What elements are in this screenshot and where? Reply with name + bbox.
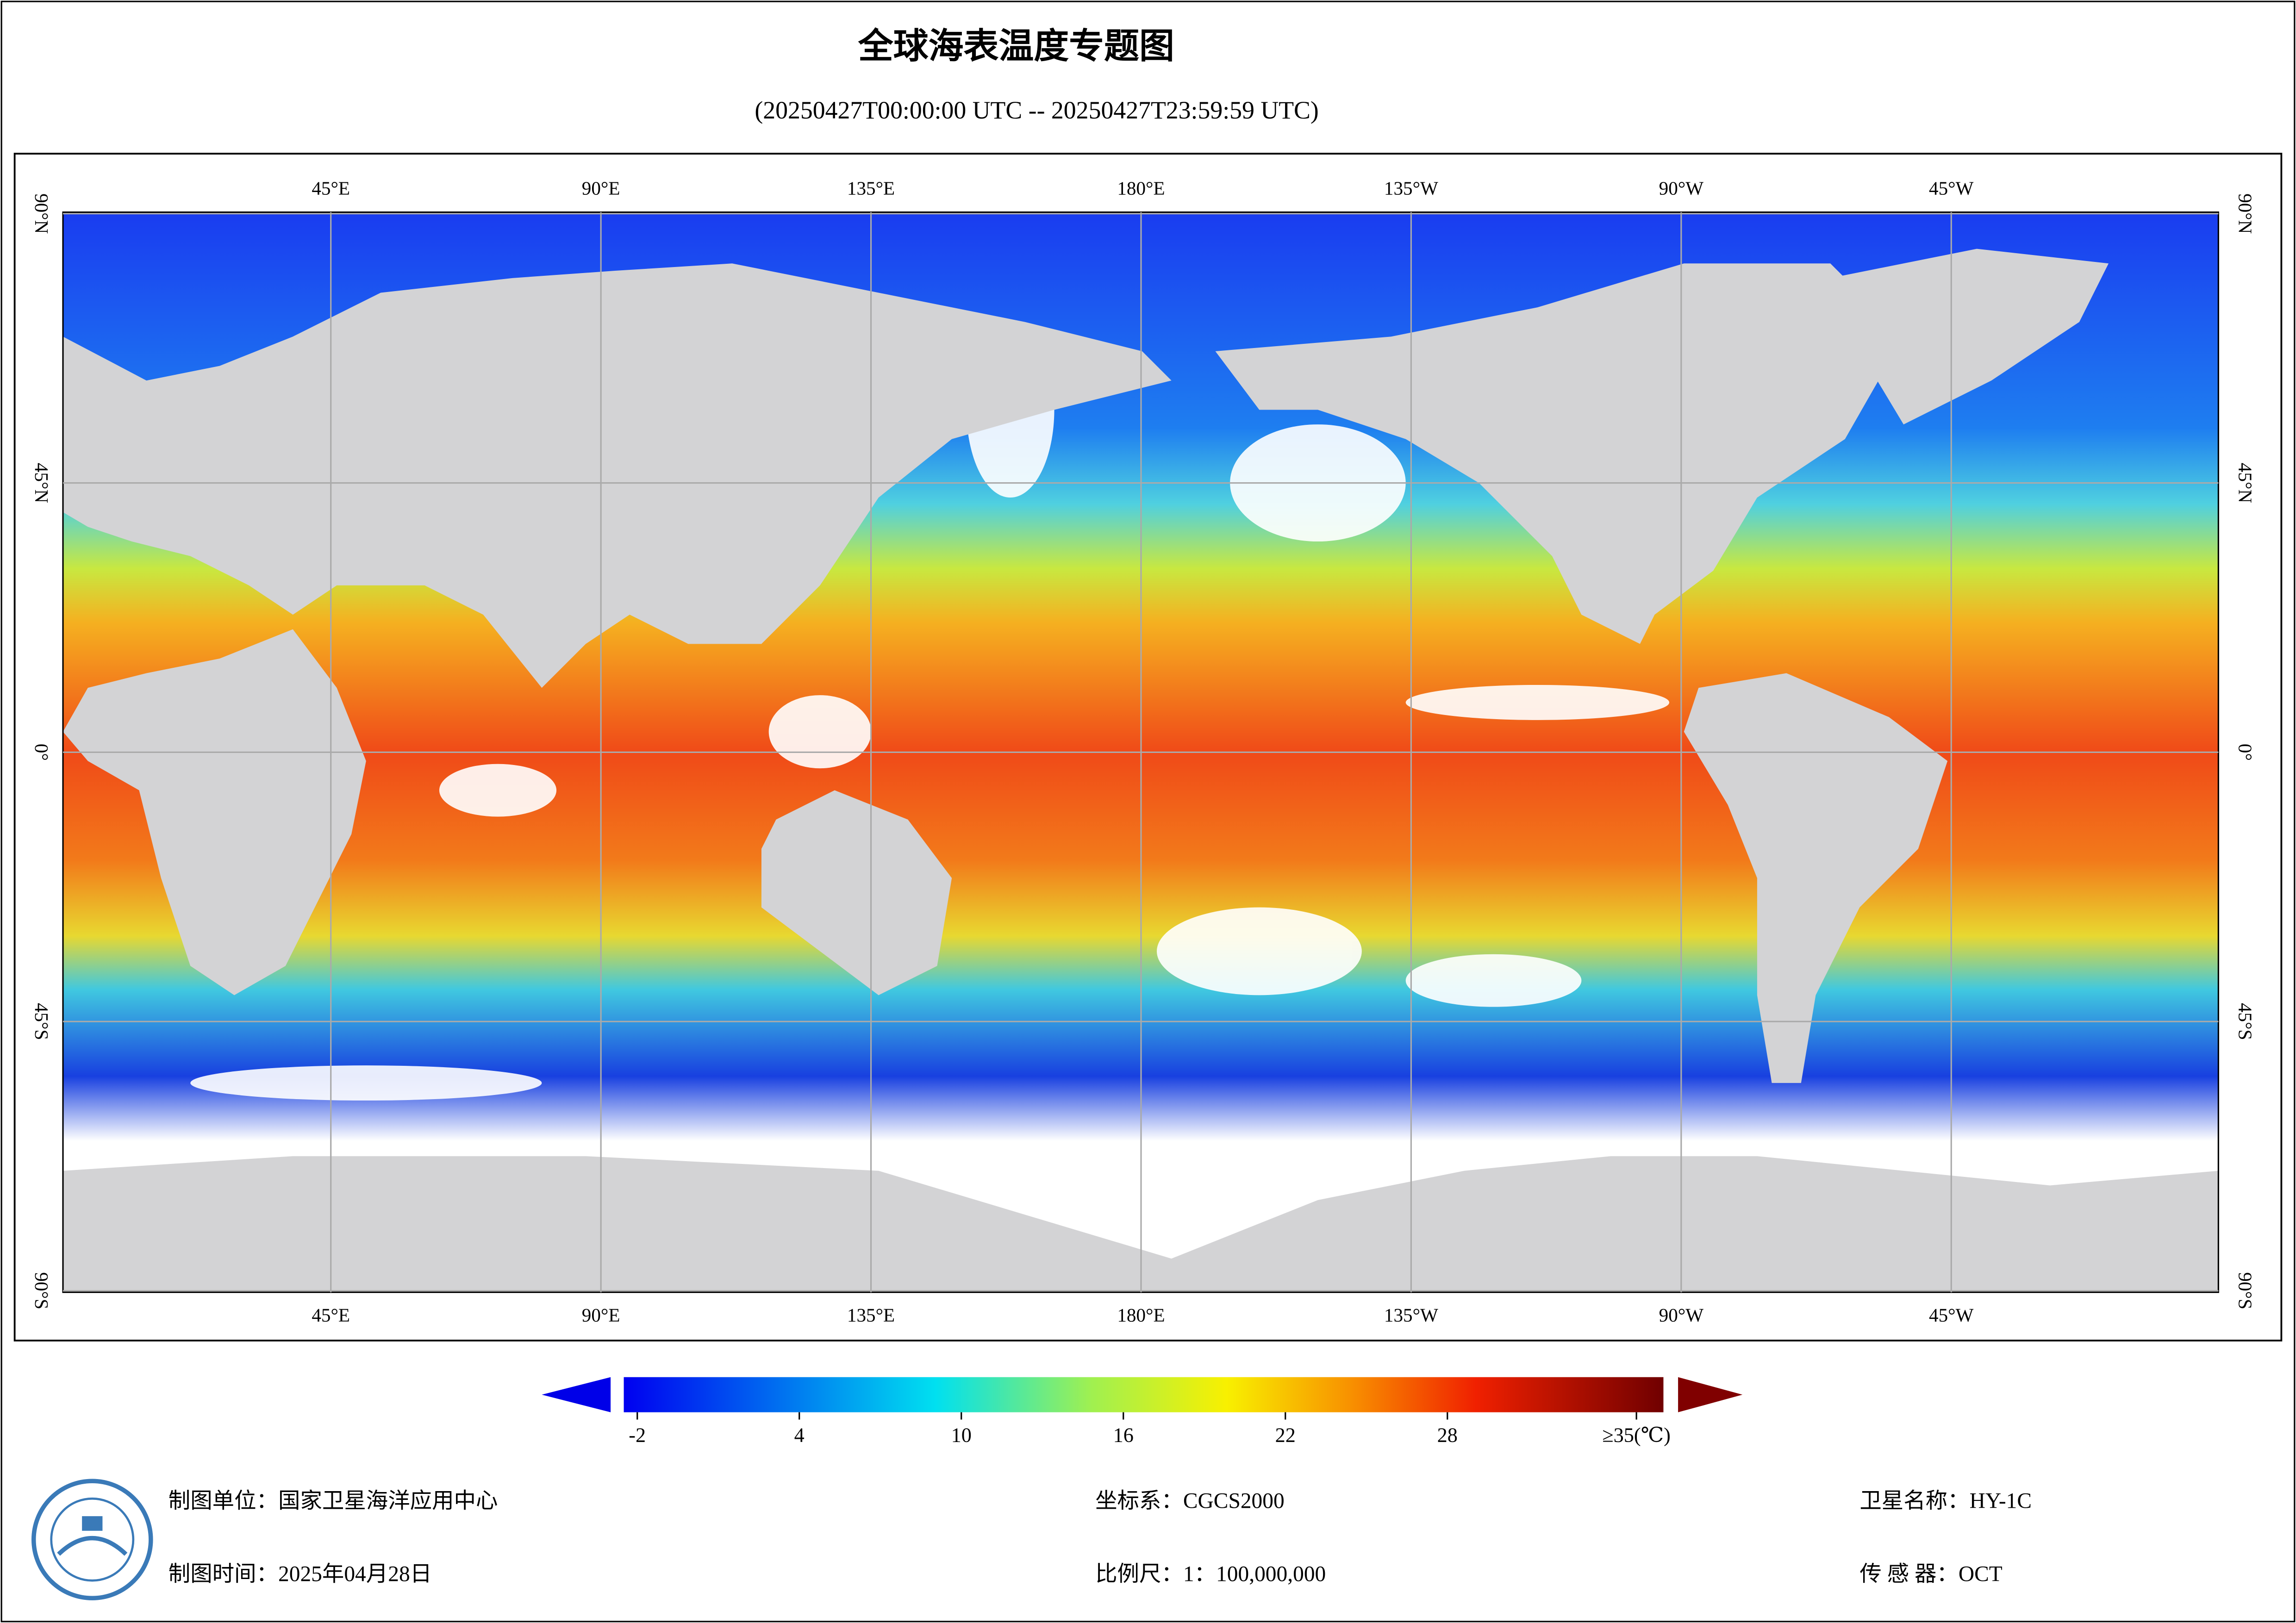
land (63, 249, 2219, 1293)
lat-label-right: 45°N (2235, 463, 2256, 503)
map-time: 制图时间：2025年04月28日 (168, 1562, 432, 1586)
lon-label-bottom: 45°E (312, 1305, 350, 1326)
lon-label-top: 135°W (1384, 178, 1438, 199)
clouds (190, 322, 1670, 1101)
lon-label-bottom: 90°W (1659, 1305, 1704, 1326)
lat-label-left: 90°S (31, 1272, 52, 1309)
colorbar-low-arrow (542, 1377, 611, 1412)
colorbar-tick-label: -2 (629, 1424, 646, 1447)
lon-label-bottom: 135°W (1384, 1305, 1438, 1326)
colorbar-tick-label: 22 (1275, 1424, 1296, 1447)
map-frame (13, 153, 2283, 1342)
colorbar-tick-label: 4 (794, 1424, 805, 1447)
map-unit: 制图单位：国家卫星海洋应用中心 (168, 1489, 498, 1513)
lat-label-right: 90°N (2235, 193, 2256, 234)
lon-label-top: 90°E (582, 178, 620, 199)
logo (31, 1479, 153, 1600)
satellite-name: 卫星名称：HY-1C (1859, 1489, 2032, 1513)
colorbar-tick-label: ≥35(℃) (1602, 1424, 1671, 1447)
colorbar-tick-label: 28 (1437, 1424, 1458, 1447)
lon-label-top: 45°E (312, 178, 350, 199)
colorbar (624, 1377, 1664, 1412)
lon-label-bottom: 135°E (847, 1305, 895, 1326)
subtitle: (20250427T00:00:00 UTC -- 20250427T23:59… (755, 96, 1318, 124)
title: 全球海表温度专题图 (858, 25, 1174, 66)
colorbar-tick-label: 16 (1113, 1424, 1134, 1447)
lon-label-bottom: 45°W (1929, 1305, 1974, 1326)
lat-label-right: 45°S (2235, 1003, 2256, 1040)
lat-label-left: 45°S (31, 1003, 52, 1040)
map-scale: 比例尺：1：100,000,000 (1095, 1562, 1326, 1586)
lon-label-top: 180°E (1117, 178, 1165, 199)
lat-label-right: 90°S (2235, 1272, 2256, 1309)
coordinate-system: 坐标系：CGCS2000 (1095, 1489, 1285, 1513)
lat-label-left: 45°N (31, 463, 52, 503)
sensor-name: 传 感 器：OCT (1859, 1562, 2002, 1586)
lat-label-right: 0° (2235, 744, 2256, 761)
lon-label-top: 135°E (847, 178, 895, 199)
lon-label-bottom: 90°E (582, 1305, 620, 1326)
lon-label-bottom: 180°E (1117, 1305, 1165, 1326)
colorbar-tick-label: 10 (951, 1424, 972, 1447)
lat-label-left: 90°N (31, 193, 52, 234)
lon-label-top: 45°W (1929, 178, 1974, 199)
lon-label-top: 90°W (1659, 178, 1704, 199)
colorbar-high-arrow (1678, 1377, 1743, 1412)
lat-label-left: 0° (31, 744, 52, 761)
